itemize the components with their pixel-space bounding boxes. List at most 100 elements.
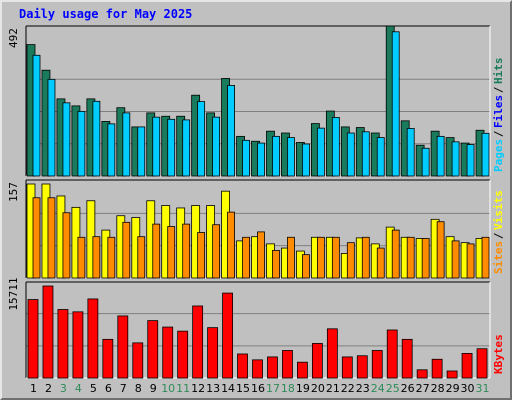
bar-kbytes [461, 353, 473, 379]
bar-sites [257, 231, 265, 279]
bar-sites [361, 236, 370, 279]
bar-sites [122, 221, 131, 279]
bar-sites [436, 221, 445, 279]
bar-sites [406, 236, 415, 279]
bar-files [77, 110, 86, 177]
bar-kbytes [297, 361, 308, 379]
bar-kbytes [371, 350, 383, 379]
bar-files [212, 116, 221, 177]
bar-files [122, 112, 131, 177]
y-max-label-3: 15711 [7, 277, 20, 310]
day-label: 20 [311, 382, 325, 395]
bar-files [361, 131, 370, 177]
day-label: 23 [356, 382, 370, 395]
bar-sites [197, 232, 206, 279]
bar-files [466, 144, 475, 177]
bar-files [227, 85, 235, 177]
day-label: 12 [191, 382, 205, 395]
bar-kbytes [222, 292, 233, 379]
day-label: 24 [371, 382, 385, 395]
bar-kbytes [431, 358, 443, 379]
day-label: 28 [431, 382, 445, 395]
day-label: 13 [206, 382, 220, 395]
bar-sites [212, 224, 221, 279]
legend-separator: / [492, 86, 505, 93]
bar-files [182, 119, 191, 177]
bar-sites [47, 197, 56, 279]
bar-files [316, 127, 325, 177]
bar-kbytes [416, 369, 428, 379]
bar-kbytes [386, 329, 398, 379]
bar-kbytes [282, 350, 293, 379]
day-label: 27 [416, 382, 430, 395]
bar-files [272, 135, 280, 177]
day-label: 10 [161, 382, 175, 395]
bar-kbytes [252, 359, 263, 379]
day-label: 2 [45, 382, 52, 395]
bar-files [107, 123, 116, 177]
bar-kbytes [147, 320, 159, 379]
legend-separator: / [492, 130, 505, 137]
day-label: 14 [221, 382, 235, 395]
bar-kbytes [57, 309, 69, 379]
day-label: 9 [150, 382, 157, 395]
bar-files [451, 141, 460, 177]
legend-files: Files [492, 95, 505, 128]
legend-hits: Hits [492, 58, 505, 85]
day-label: 8 [135, 382, 142, 395]
bar-sites [107, 236, 116, 279]
bar-files [197, 101, 206, 177]
bar-sites [242, 236, 250, 279]
bar-sites [92, 236, 101, 279]
bar-sites [32, 197, 41, 279]
bar-files [421, 147, 430, 177]
bar-sites [287, 236, 295, 279]
bar-sites [227, 211, 235, 279]
y-max-label-2: 157 [7, 182, 20, 202]
bar-files [257, 142, 265, 177]
day-label: 25 [386, 382, 400, 395]
day-label: 4 [75, 382, 82, 395]
bar-kbytes [237, 353, 248, 379]
bar-kbytes [476, 348, 488, 379]
legend-sites: Sites [492, 241, 505, 274]
bar-files [287, 137, 295, 177]
day-label: 17 [266, 382, 280, 395]
bar-files [92, 100, 101, 177]
bar-files [331, 117, 340, 177]
y-max-label-1: 492 [7, 28, 20, 48]
bar-kbytes [267, 356, 278, 379]
bar-files [137, 126, 146, 177]
chart-title: Daily usage for May 2025 [19, 7, 193, 21]
bar-kbytes [192, 305, 204, 379]
bar-kbytes [341, 356, 353, 379]
day-label: 31 [476, 382, 490, 395]
bar-sites [331, 236, 340, 279]
bar-sites [421, 238, 430, 279]
day-label: 5 [90, 382, 97, 395]
bar-sites [182, 223, 191, 279]
bar-sites [152, 223, 161, 279]
bar-sites [302, 254, 310, 279]
day-label: 11 [176, 382, 190, 395]
bar-kbytes [311, 343, 323, 379]
day-label: 7 [120, 382, 127, 395]
bar-sites [62, 212, 71, 279]
day-label: 19 [296, 382, 310, 395]
legend-visits: Visits [492, 190, 505, 230]
bar-kbytes [132, 342, 144, 379]
day-label: 1 [30, 382, 37, 395]
legend-pages: Pages [492, 139, 505, 172]
day-label: 21 [326, 382, 340, 395]
bar-files [32, 54, 41, 177]
bar-files [242, 139, 250, 177]
bar-files [302, 143, 310, 177]
bar-kbytes [102, 338, 114, 379]
day-label: 16 [251, 382, 265, 395]
bar-sites [137, 236, 146, 279]
bar-kbytes [207, 327, 219, 379]
bar-sites [272, 250, 280, 279]
bar-files [481, 132, 490, 177]
bar-files [152, 116, 161, 177]
